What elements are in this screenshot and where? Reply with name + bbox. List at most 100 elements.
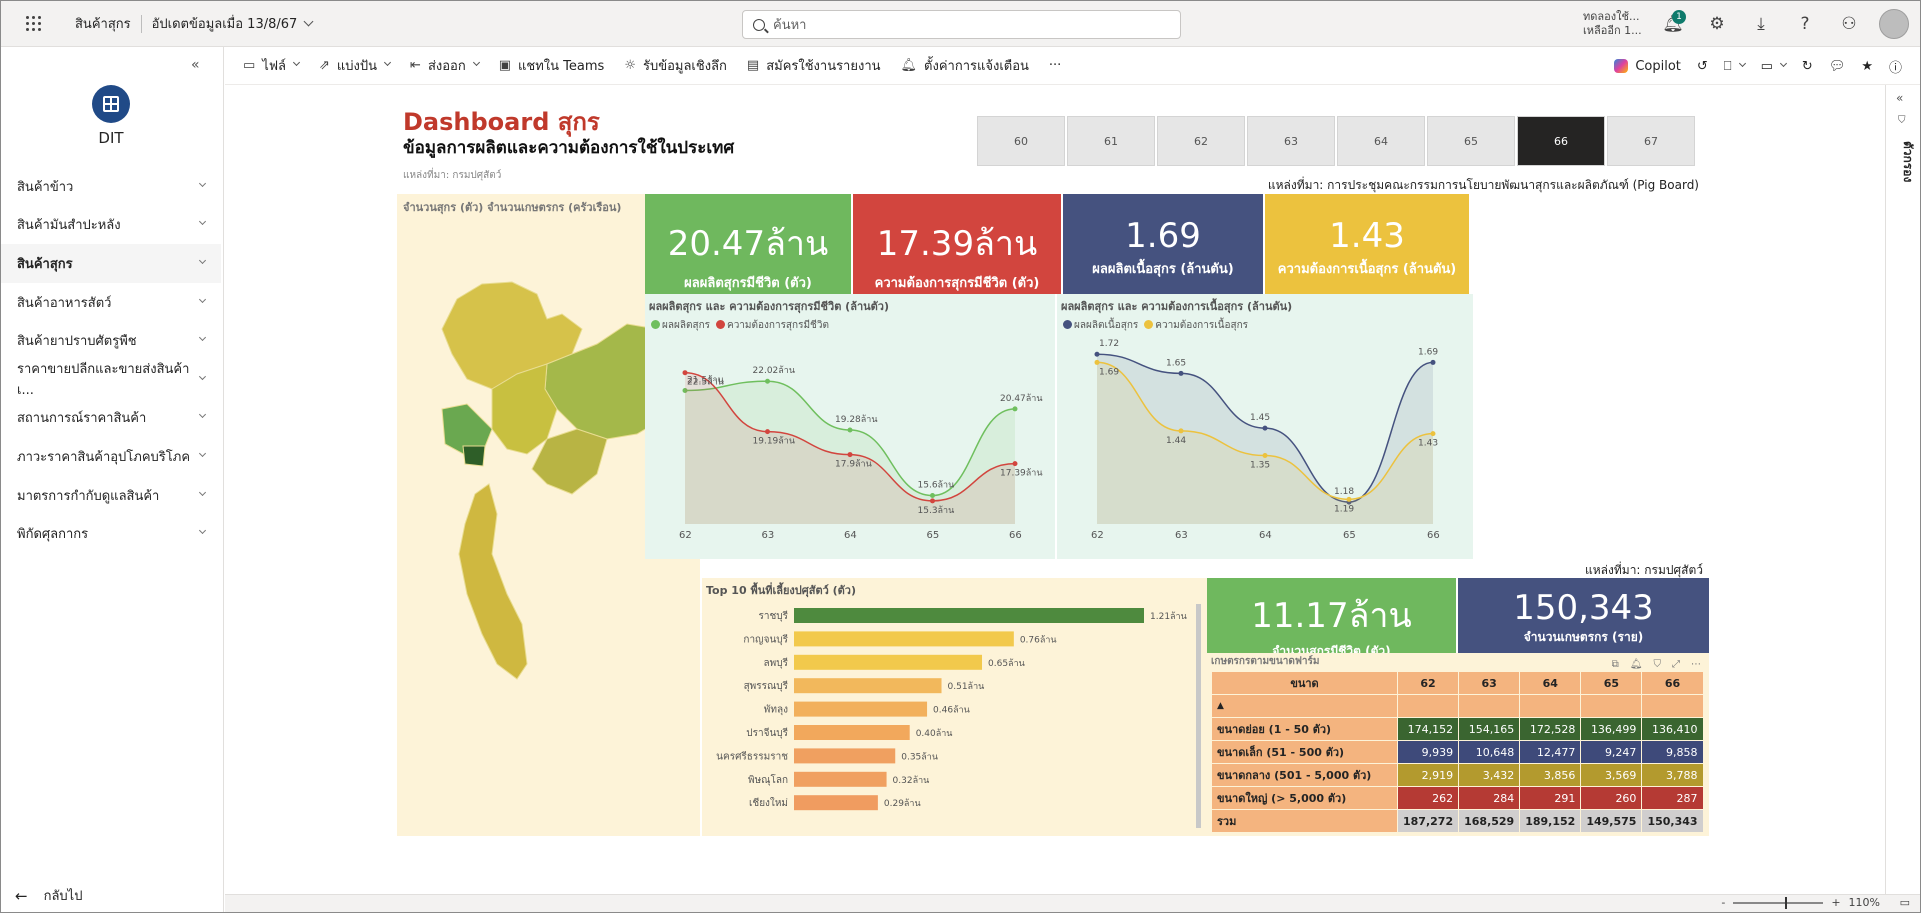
share-feedback-button[interactable]: ⚇	[1827, 1, 1871, 47]
data-point[interactable]	[1012, 406, 1018, 412]
data-point[interactable]	[1430, 359, 1436, 365]
export-menu[interactable]: ⇤ ส่งออก	[400, 47, 489, 85]
file-menu[interactable]: ▭ ไฟล์	[233, 47, 309, 85]
kpi-card[interactable]: 11.17ล้าน จำนวนสุกรมีชีวิต (ตัว)	[1207, 578, 1456, 658]
kpi-card[interactable]: 150,343 จำนวนเกษตรกร (ราย)	[1458, 578, 1709, 653]
column-header[interactable]: 63	[1458, 671, 1521, 695]
bar[interactable]	[794, 771, 887, 787]
share-menu[interactable]: ⇗ แบ่งปัน	[309, 47, 400, 85]
avatar[interactable]	[1879, 9, 1909, 39]
data-point[interactable]	[765, 378, 770, 384]
legend-entry[interactable]: ความต้องการสุกรมีชีวิต	[716, 318, 829, 333]
data-point[interactable]	[847, 427, 853, 433]
data-point[interactable]	[930, 498, 935, 504]
breadcrumb-item[interactable]: สินค้าสุกร	[75, 17, 131, 32]
table-row[interactable]: ขนาดกลาง (501 - 5,000 ตัว) 2,919 3,432 3,85…	[1211, 763, 1704, 787]
kpi-card[interactable]: 1.43 ความต้องการเนื้อสุกร (ล้านตัน)	[1265, 194, 1469, 294]
bar[interactable]	[794, 725, 910, 740]
view-menu[interactable]: ▭	[1753, 47, 1794, 85]
column-header[interactable]: 65	[1580, 671, 1643, 695]
farm-size-table-panel[interactable]: เกษตรกรตามขนาดฟาร์ม ⧉ 🔔︎ ⛉ ⤢ ⋯ ขนาด 62 63 6…	[1207, 653, 1709, 836]
bar-chart-scrollbar[interactable]	[1196, 604, 1201, 828]
data-point[interactable]	[1262, 425, 1268, 431]
data-point[interactable]	[1012, 461, 1018, 467]
collapse-sidebar-icon[interactable]: «	[191, 57, 200, 73]
data-point[interactable]	[1262, 453, 1268, 459]
sidebar-item[interactable]: สินค้าอาหารสัตว์	[1, 283, 221, 322]
download-button[interactable]: ⤓	[1739, 1, 1783, 47]
sidebar-item[interactable]: ราคาขายปลีกและขายส่งสินค้าเ...	[1, 360, 221, 399]
zoom-in-button[interactable]: +	[1831, 896, 1841, 909]
year-button[interactable]: 62	[1157, 116, 1245, 166]
year-button[interactable]: 61	[1067, 116, 1155, 166]
table-row[interactable]: ขนาดย่อย (1 - 50 ตัว) 174,152 154,165 172,5…	[1211, 717, 1704, 741]
data-point[interactable]	[682, 370, 688, 376]
bar[interactable]	[794, 795, 878, 811]
bar[interactable]	[794, 654, 983, 670]
fit-page-icon[interactable]: ▭	[1899, 896, 1910, 909]
expand-pane-icon[interactable]: «	[1896, 91, 1904, 105]
subscribe-button[interactable]: ▤ สมัครใช้งานรายงาน	[737, 47, 891, 85]
series-line[interactable]	[1096, 353, 1434, 503]
sidebar-item[interactable]: สินค้าข้าว	[1, 167, 221, 206]
table-total-row[interactable]: รวม 187,272 168,529 189,152 149,575 150,343	[1211, 809, 1704, 833]
focus-mode-icon[interactable]: ⤢	[1672, 659, 1680, 670]
year-button[interactable]: 66	[1517, 116, 1605, 166]
sidebar-item[interactable]: มาตรการกำกับดูแลสินค้า	[1, 476, 221, 515]
year-button[interactable]: 65	[1427, 116, 1515, 166]
app-launcher-button[interactable]	[1, 1, 65, 47]
alerts-button[interactable]: 🔔︎ ตั้งค่าการแจ้งเตือน	[891, 47, 1039, 85]
bar[interactable]	[794, 631, 1014, 647]
table-row[interactable]: ขนาดเล็ก (51 - 500 ตัว) 9,939 10,648 12,477…	[1211, 740, 1704, 764]
favorite-button[interactable]: ★	[1853, 47, 1881, 85]
kpi-card[interactable]: 17.39ล้าน ความต้องการสุกรมีชีวิต (ตัว)	[853, 194, 1061, 294]
settings-button[interactable]: ⚙	[1695, 1, 1739, 47]
column-header[interactable]: 66	[1641, 671, 1704, 695]
data-point[interactable]	[930, 493, 935, 499]
zoom-out-button[interactable]: -	[1721, 896, 1726, 909]
data-point[interactable]	[1094, 359, 1100, 365]
column-header[interactable]: ขนาด	[1211, 671, 1398, 695]
kpi-card[interactable]: 1.69 ผลผลิตเนื้อสุกร (ล้านตัน)	[1063, 194, 1263, 294]
comment-button[interactable]: 💬︎	[1821, 47, 1854, 85]
refresh-button[interactable]: ↻	[1794, 47, 1821, 85]
bar-chart-top10[interactable]: Top 10 พื้นที่เลี้ยงปศุสัตว์ (ตัว) ราชบุ…	[702, 578, 1207, 836]
data-point[interactable]	[1178, 370, 1184, 376]
sidebar-item[interactable]: สินค้าสุกร	[1, 244, 221, 283]
legend-entry[interactable]: ผลผลิตเนื้อสุกร	[1063, 318, 1138, 333]
copilot-button[interactable]: Copilot	[1606, 47, 1689, 85]
data-point[interactable]	[765, 429, 770, 435]
reset-button[interactable]: ↺	[1689, 47, 1716, 85]
insights-button[interactable]: ☼ รับข้อมูลเชิงลึก	[614, 47, 737, 85]
bookmark-menu[interactable]: ⎕	[1716, 47, 1753, 85]
filter-icon[interactable]: ⛉	[1653, 659, 1662, 670]
data-point[interactable]	[682, 388, 688, 393]
updated-dropdown[interactable]: อัปเดตข้อมูลเมื่อ 13/8/67	[142, 13, 323, 34]
alert-icon[interactable]: 🔔︎	[1629, 659, 1643, 670]
year-button[interactable]: 67	[1607, 116, 1695, 166]
bar[interactable]	[794, 678, 942, 694]
bar[interactable]	[794, 748, 896, 764]
line-chart-1-plot[interactable]: 21.5ล้าน 22.02ล้าน 19.28ล้าน 15.6ล้าน 20.47ล…	[645, 334, 1055, 559]
sidebar-item[interactable]: สถานการณ์ราคาสินค้า	[1, 399, 221, 438]
search-input[interactable]: ค้นหา	[742, 10, 1181, 39]
kpi-card[interactable]: 20.47ล้าน ผลผลิตสุกรมีชีวิต (ตัว)	[645, 194, 851, 294]
column-header[interactable]: 62	[1396, 671, 1460, 695]
line-chart-pig-production[interactable]: ผลผลิตสุกร และ ความต้องการสุกรมีชีวิต (ล…	[645, 294, 1055, 559]
data-point[interactable]	[1094, 351, 1100, 357]
series-line[interactable]	[684, 380, 1016, 497]
zoom-slider-thumb[interactable]	[1785, 896, 1788, 909]
year-button[interactable]: 64	[1337, 116, 1425, 166]
sort-icon[interactable]: ▲	[1211, 694, 1398, 718]
zoom-slider[interactable]	[1733, 896, 1824, 909]
data-point[interactable]	[1346, 496, 1352, 502]
year-button[interactable]: 63	[1247, 116, 1335, 166]
more-options-icon[interactable]: ⋯	[1691, 659, 1701, 670]
sidebar-item[interactable]: สินค้ามันสำปะหลัง	[1, 206, 221, 245]
notifications-button[interactable]: 🔔︎ 1	[1651, 1, 1695, 47]
filters-label[interactable]: ตัวกรอง	[1901, 141, 1915, 183]
line-chart-2-plot[interactable]: 1.72 1.65 1.45 1.18 1.69 1.69 1.44 1.35 1.19 1.43…	[1057, 334, 1473, 559]
data-point[interactable]	[1430, 431, 1436, 437]
data-point[interactable]	[1178, 428, 1184, 434]
